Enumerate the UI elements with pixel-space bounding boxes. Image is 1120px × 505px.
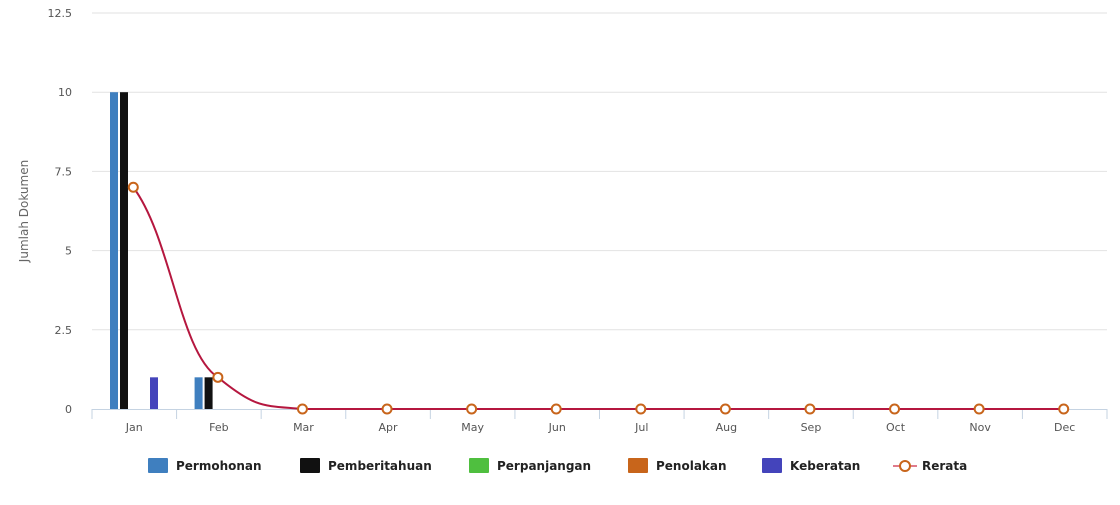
x-tick-label: Jun bbox=[548, 421, 566, 434]
y-axis-label: Jumlah Dokumen bbox=[17, 160, 31, 263]
legend-item-penolakan[interactable]: Penolakan bbox=[628, 458, 727, 473]
bar-permohonan-jan bbox=[110, 92, 118, 409]
x-tick-label: Aug bbox=[716, 421, 737, 434]
x-tick-label: Jan bbox=[125, 421, 143, 434]
legend-label: Penolakan bbox=[656, 459, 727, 473]
bar-permohonan-feb bbox=[194, 377, 203, 409]
x-tick-label: Sep bbox=[801, 421, 822, 434]
marker-rerata-aug bbox=[719, 403, 731, 415]
marker-rerata-mar bbox=[296, 403, 308, 415]
legend-swatch bbox=[628, 458, 648, 473]
legend-item-permohonan[interactable]: Permohonan bbox=[148, 458, 262, 473]
legend-item-rerata[interactable]: Rerata bbox=[893, 459, 967, 473]
legend-swatch bbox=[762, 458, 782, 473]
legend-item-keberatan[interactable]: Keberatan bbox=[762, 458, 860, 473]
marker-rerata-apr bbox=[381, 403, 393, 415]
legend-label: Pemberitahuan bbox=[328, 459, 432, 473]
y-tick-label: 12.5 bbox=[48, 7, 73, 20]
legend-swatch bbox=[300, 458, 320, 473]
x-tick-label: Dec bbox=[1054, 421, 1075, 434]
marker-rerata-oct bbox=[889, 403, 901, 415]
x-tick-label: Nov bbox=[969, 421, 991, 434]
x-tick-label: May bbox=[461, 421, 484, 434]
line-rerata bbox=[132, 186, 1064, 411]
y-tick-label: 0 bbox=[65, 403, 72, 416]
x-tick-label: Jul bbox=[634, 421, 648, 434]
marker-rerata-feb bbox=[212, 371, 224, 383]
marker-rerata-may bbox=[466, 403, 478, 415]
legend-marker-icon bbox=[899, 460, 911, 472]
y-tick-label: 5 bbox=[65, 245, 72, 258]
x-tick-label: Feb bbox=[209, 421, 228, 434]
x-tick-label: Apr bbox=[379, 421, 399, 434]
legend-label: Keberatan bbox=[790, 459, 860, 473]
legend-label: Permohonan bbox=[176, 459, 262, 473]
marker-rerata-jun bbox=[550, 403, 562, 415]
y-tick-label: 2.5 bbox=[55, 324, 73, 337]
bar-pemberitahuan-feb bbox=[204, 377, 213, 409]
legend-label: Perpanjangan bbox=[497, 459, 591, 473]
x-tick-label: Oct bbox=[886, 421, 906, 434]
y-tick-label: 7.5 bbox=[55, 165, 73, 178]
marker-rerata-sep bbox=[804, 403, 816, 415]
marker-rerata-jan bbox=[127, 181, 139, 193]
y-tick-label: 10 bbox=[58, 86, 72, 99]
bar-pemberitahuan-jan bbox=[120, 92, 128, 409]
legend-item-pemberitahuan[interactable]: Pemberitahuan bbox=[300, 458, 432, 473]
legend-label: Rerata bbox=[922, 459, 967, 473]
x-tick-label: Mar bbox=[293, 421, 314, 434]
legend-swatch bbox=[469, 458, 489, 473]
bar-keberatan-jan bbox=[150, 377, 158, 409]
marker-rerata-dec bbox=[1058, 403, 1070, 415]
legend-swatch bbox=[148, 458, 168, 473]
marker-rerata-jul bbox=[635, 403, 647, 415]
legend-item-perpanjangan[interactable]: Perpanjangan bbox=[469, 458, 591, 473]
marker-rerata-nov bbox=[973, 403, 985, 415]
